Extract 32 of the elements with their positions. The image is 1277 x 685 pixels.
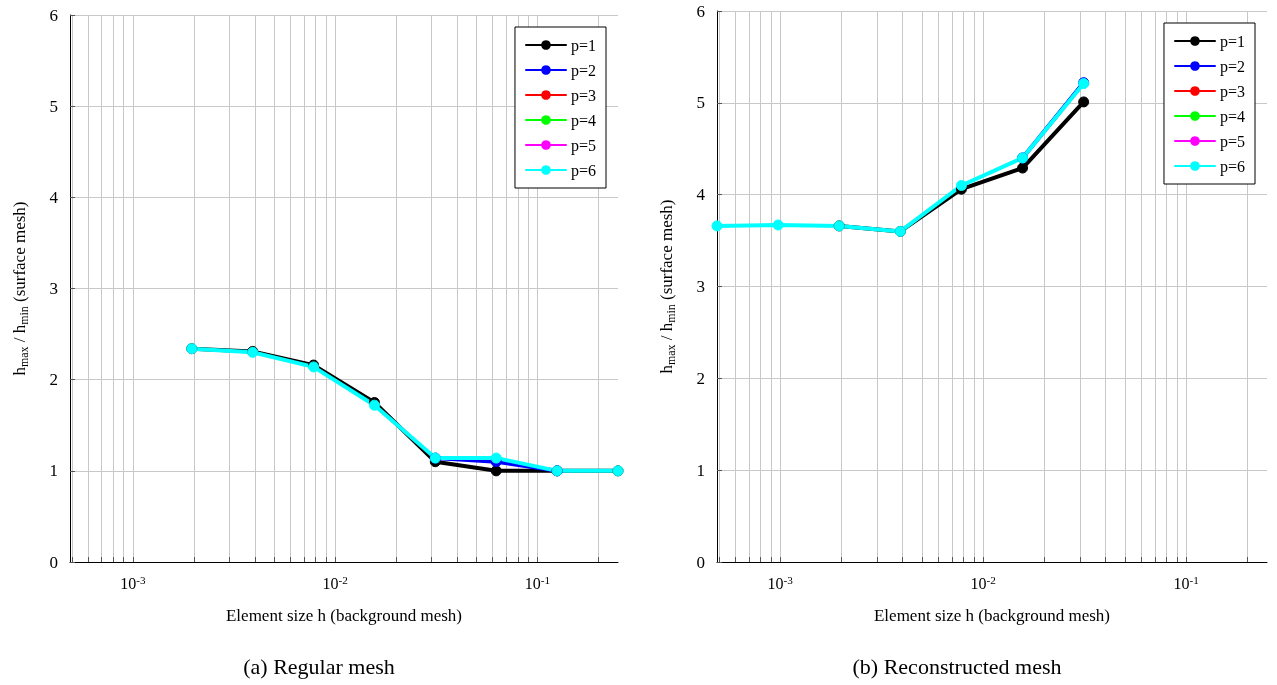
legend-label: p=5 — [1219, 132, 1246, 151]
x-axis-title: Element size h (background mesh) — [873, 606, 1111, 625]
y-tick-label: 5 — [49, 96, 58, 116]
y-tick-label: 2 — [49, 370, 58, 390]
y-axis-title: hmax / hmin (surface mesh) — [10, 201, 31, 376]
y-tick-label: 2 — [696, 368, 705, 388]
y-tick-label: 4 — [696, 185, 706, 205]
y-tick-label: 4 — [49, 187, 59, 207]
y-tick-label: 3 — [696, 277, 705, 296]
text: (b) Reconstructed mesh — [852, 653, 1062, 679]
y-tick-label: 6 — [696, 1, 705, 21]
legend-label: p=4 — [570, 111, 597, 130]
legend-label: p=3 — [1219, 82, 1246, 101]
y-tick-label: 1 — [696, 460, 705, 480]
y-tick-label: 3 — [49, 279, 58, 298]
legend-label: p=4 — [1219, 107, 1246, 126]
y-tick-label: 6 — [49, 5, 58, 25]
y-tick-label: 1 — [49, 461, 58, 481]
x-axis-title: Element size h (background mesh) — [225, 606, 463, 625]
legend-label: p=5 — [570, 136, 597, 155]
legend-label: p=6 — [570, 161, 597, 180]
y-tick-label: 0 — [696, 552, 705, 572]
y-axis-title: hmax / hmin (surface mesh) — [657, 199, 678, 374]
y-tick-label: 5 — [696, 93, 705, 113]
legend-label: p=2 — [570, 61, 597, 80]
text: (a) Regular mesh — [243, 653, 395, 679]
y-tick-label: 0 — [49, 552, 58, 572]
legend-label: p=6 — [1219, 157, 1246, 176]
legend-label: p=3 — [570, 86, 597, 105]
legend-label: p=1 — [1219, 32, 1246, 51]
legend-label: p=1 — [570, 36, 597, 55]
legend-label: p=2 — [1219, 57, 1246, 76]
